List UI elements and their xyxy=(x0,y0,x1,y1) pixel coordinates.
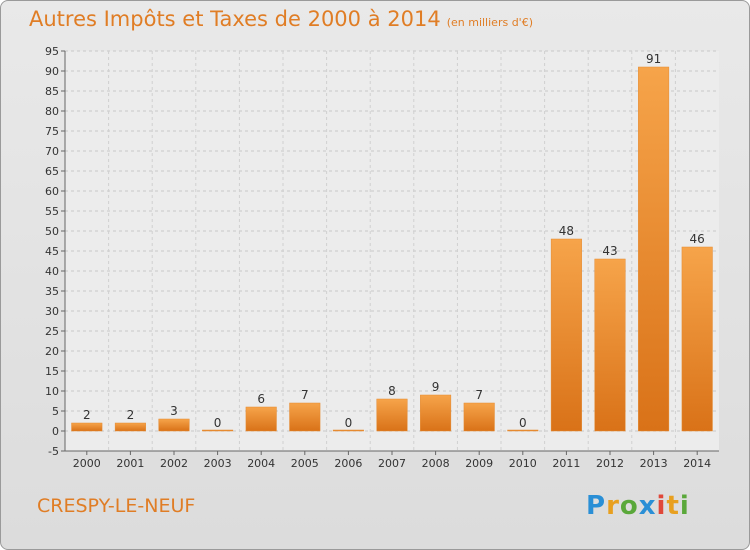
y-tick-label: 25 xyxy=(45,325,59,338)
bar-2001 xyxy=(114,422,146,432)
bar-2003 xyxy=(202,429,234,432)
x-tick-label-2006: 2006 xyxy=(334,457,362,470)
data-label-2013: 91 xyxy=(646,52,661,66)
data-label-2008: 9 xyxy=(432,380,440,394)
x-tick-label-2002: 2002 xyxy=(160,457,188,470)
data-label-2005: 7 xyxy=(301,388,309,402)
logo-letter: P xyxy=(586,491,607,521)
y-tick-label: 75 xyxy=(45,125,59,138)
x-tick-label-2000: 2000 xyxy=(73,457,101,470)
data-label-2002: 3 xyxy=(170,404,178,418)
bar-2010 xyxy=(507,429,539,432)
data-label-2011: 48 xyxy=(559,224,574,238)
bar-2013 xyxy=(638,66,670,432)
bars xyxy=(71,66,713,432)
y-tick-label: 80 xyxy=(45,105,59,118)
y-tick-label: 95 xyxy=(45,45,59,58)
data-label-2009: 7 xyxy=(475,388,483,402)
y-tick-label: 10 xyxy=(45,385,59,398)
x-tick-label-2010: 2010 xyxy=(509,457,537,470)
data-label-2007: 8 xyxy=(388,384,396,398)
bar-2008 xyxy=(420,394,452,432)
data-label-2010: 0 xyxy=(519,416,527,430)
y-tick-label: -5 xyxy=(48,445,59,458)
x-tick-label-2004: 2004 xyxy=(247,457,275,470)
x-tick-label-2011: 2011 xyxy=(552,457,580,470)
bar-2004 xyxy=(245,406,277,432)
y-tick-label: 20 xyxy=(45,345,59,358)
logo-letter: i xyxy=(656,491,667,521)
chart-subtitle: (en milliers d'€) xyxy=(446,16,533,29)
chart-title: Autres Impôts et Taxes de 2000 à 2014 (en… xyxy=(29,7,533,31)
commune-name: CRESPY-LE-NEUF xyxy=(37,495,196,517)
x-tick-label-2001: 2001 xyxy=(116,457,144,470)
y-tick-label: 30 xyxy=(45,305,59,318)
x-tick-label-2014: 2014 xyxy=(683,457,711,470)
bar-2002 xyxy=(158,418,190,432)
bar-2011 xyxy=(550,238,582,432)
logo-letter: i xyxy=(679,491,690,521)
x-tick-label-2012: 2012 xyxy=(596,457,624,470)
data-label-2006: 0 xyxy=(345,416,353,430)
bar-2014 xyxy=(681,246,713,432)
bar-2000 xyxy=(71,422,103,432)
logo-letter: o xyxy=(619,491,639,521)
y-tick-label: 65 xyxy=(45,165,59,178)
y-tick-label: 35 xyxy=(45,285,59,298)
x-tick-label-2008: 2008 xyxy=(422,457,450,470)
y-tick-label: 5 xyxy=(52,405,59,418)
data-label-2014: 46 xyxy=(690,232,705,246)
data-label-2003: 0 xyxy=(214,416,222,430)
logo-letter: r xyxy=(606,491,620,521)
value-labels: 2 2 3 0 6 7 0 8 9 7 0 48 43 91 46 xyxy=(83,52,705,430)
grid-lines xyxy=(65,50,719,452)
logo-letter: x xyxy=(638,491,657,521)
data-label-2004: 6 xyxy=(257,392,265,406)
bar-2009 xyxy=(463,402,495,432)
data-label-2012: 43 xyxy=(602,244,617,258)
bar-2012 xyxy=(594,258,626,432)
y-tick-label: 40 xyxy=(45,265,59,278)
y-tick-label: 15 xyxy=(45,365,59,378)
data-label-2001: 2 xyxy=(127,408,135,422)
y-tick-label: 45 xyxy=(45,245,59,258)
y-tick-label: 55 xyxy=(45,205,59,218)
y-tick-label: 50 xyxy=(45,225,59,238)
axes: -505101520253035404550556065707580859095… xyxy=(45,45,719,470)
bar-2007 xyxy=(376,398,408,432)
x-tick-label-2003: 2003 xyxy=(204,457,232,470)
title-text: Autres Impôts et Taxes de 2000 à 2014 xyxy=(29,7,441,31)
bar-2005 xyxy=(289,402,321,432)
y-tick-label: 0 xyxy=(52,425,59,438)
data-label-2000: 2 xyxy=(83,408,91,422)
x-tick-label-2005: 2005 xyxy=(291,457,319,470)
y-tick-label: 70 xyxy=(45,145,59,158)
x-tick-label-2007: 2007 xyxy=(378,457,406,470)
x-tick-label-2009: 2009 xyxy=(465,457,493,470)
proxiti-logo: Proxiti xyxy=(586,491,690,521)
logo-letter: t xyxy=(666,491,680,521)
x-tick-label-2013: 2013 xyxy=(640,457,668,470)
y-tick-label: 60 xyxy=(45,185,59,198)
y-tick-label: 90 xyxy=(45,65,59,78)
y-tick-label: 85 xyxy=(45,85,59,98)
bar-2006 xyxy=(332,429,364,432)
